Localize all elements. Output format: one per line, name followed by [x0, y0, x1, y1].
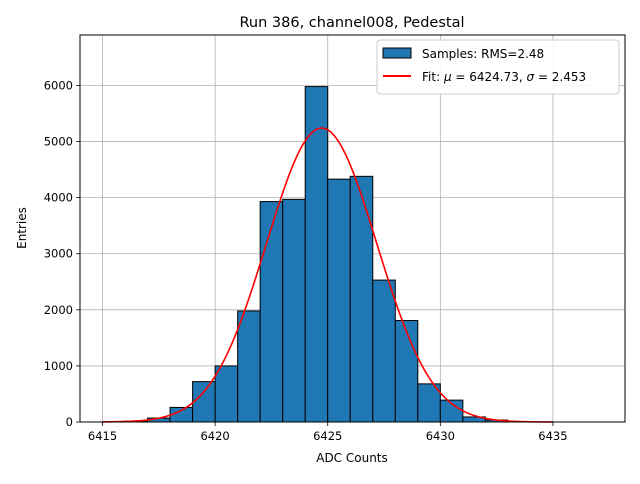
chart-title: Run 386, channel008, Pedestal: [239, 15, 464, 31]
histogram-bar: [373, 280, 396, 422]
x-tick-label: 6415: [88, 429, 117, 443]
x-tick-label: 6420: [200, 429, 229, 443]
histogram-bar: [193, 382, 216, 422]
histogram-bar: [328, 179, 351, 422]
y-tick-label: 4000: [44, 191, 73, 205]
y-tick-label: 3000: [44, 247, 73, 261]
y-tick-label: 5000: [44, 135, 73, 149]
legend-fit-prefix: Fit:: [422, 70, 444, 84]
legend-samples-swatch: [383, 48, 411, 58]
x-tick-label: 6425: [313, 429, 342, 443]
y-axis-label: Entries: [15, 207, 29, 249]
legend-fit-mu-symbol: μ: [443, 70, 452, 84]
legend-samples-label: Samples: RMS=2.48: [422, 47, 544, 61]
legend-fit-label: Fit: μ = 6424.73, σ = 2.453: [422, 70, 586, 84]
histogram-bar: [260, 202, 283, 422]
histogram-bar: [350, 176, 373, 422]
histogram-bar: [395, 320, 418, 422]
x-tick-label: 6435: [538, 429, 567, 443]
histogram-bar: [238, 311, 261, 422]
x-axis-label: ADC Counts: [316, 451, 388, 465]
legend-fit-mu-value: = 6424.73,: [452, 70, 527, 84]
histogram-bar: [215, 366, 238, 422]
y-tick-label: 2000: [44, 303, 73, 317]
y-tick-label: 1000: [44, 359, 73, 373]
y-tick-label: 0: [66, 415, 73, 429]
y-tick-label: 6000: [44, 78, 73, 92]
x-tick-label: 6430: [426, 429, 455, 443]
histogram-bar: [283, 199, 306, 422]
legend: Samples: RMS=2.48 Fit: μ = 6424.73, σ = …: [377, 40, 619, 94]
legend-fit-sigma-value: = 2.453: [534, 70, 586, 84]
